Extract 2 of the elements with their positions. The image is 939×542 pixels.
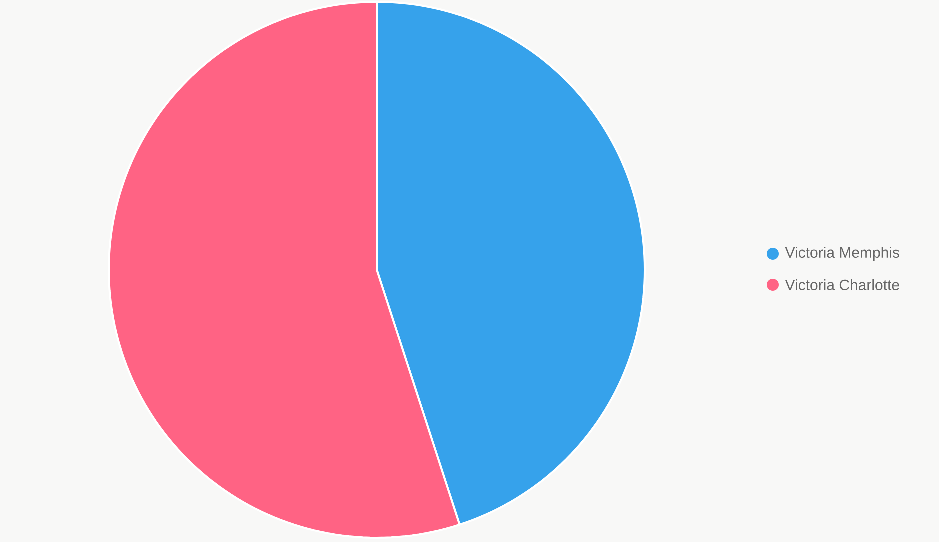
legend-label: Victoria Memphis [785,246,900,261]
legend-label: Victoria Charlotte [785,279,900,290]
